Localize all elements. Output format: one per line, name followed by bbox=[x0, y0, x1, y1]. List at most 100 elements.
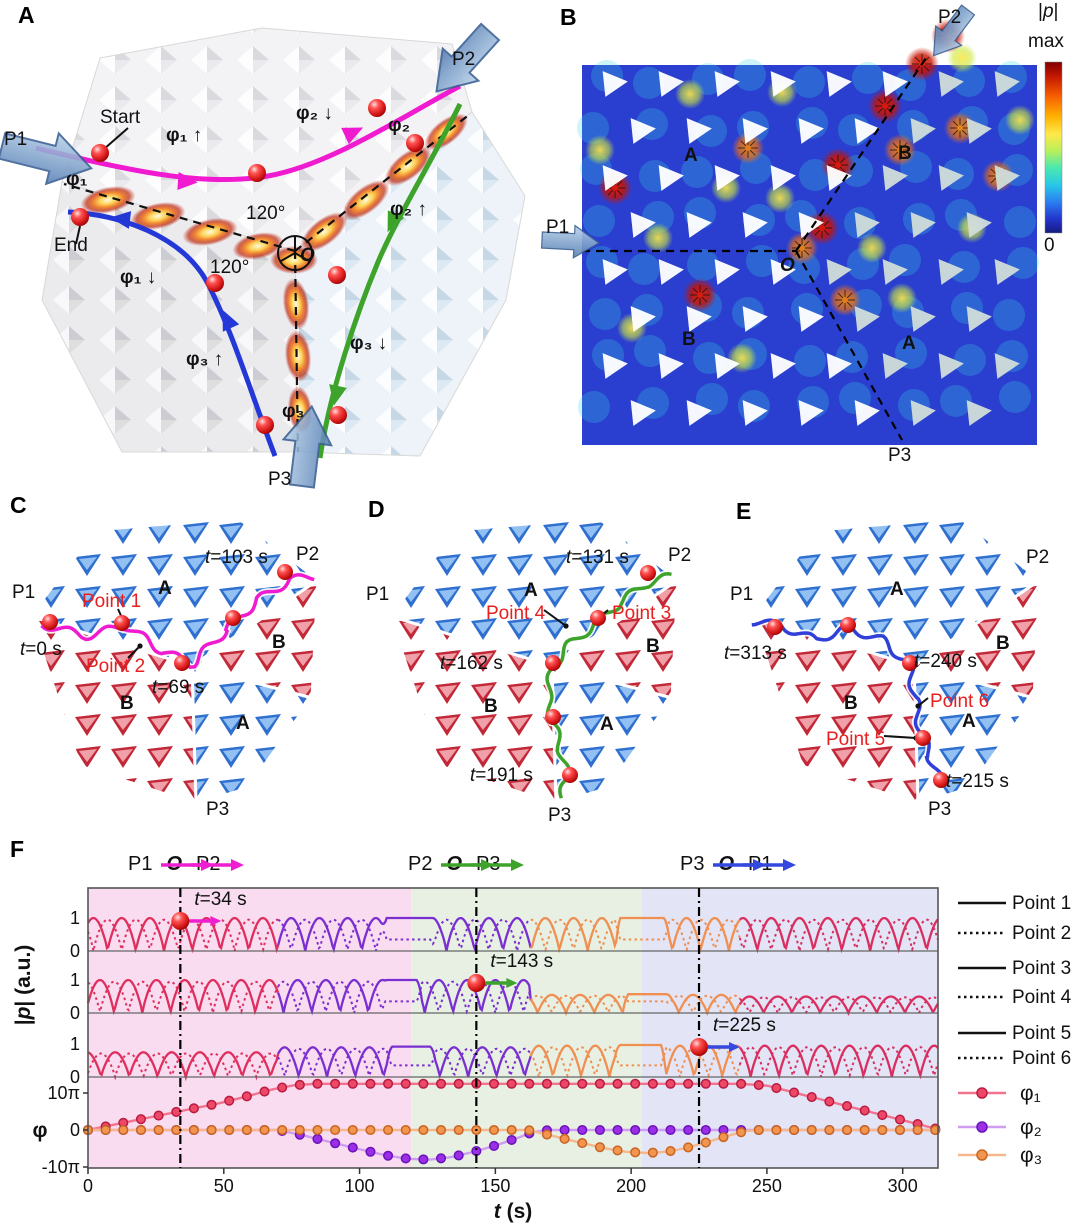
time-label: t=0 s bbox=[20, 639, 62, 660]
phi1-down-label: φ₁ ↓ bbox=[120, 267, 157, 288]
port-label-p3: P3 bbox=[206, 799, 230, 820]
legend-phase-label: φ₂ bbox=[1020, 1116, 1042, 1139]
event-annotation: t=143 s bbox=[490, 951, 553, 972]
port-label-p2: P2 bbox=[938, 7, 962, 28]
panel-b-letter: B bbox=[560, 4, 577, 30]
phi3-up-label: φ₃ ↑ bbox=[186, 349, 224, 370]
region-a-label: A bbox=[962, 711, 976, 732]
panel-a-illustration bbox=[0, 22, 526, 489]
origin-label: O bbox=[780, 255, 795, 276]
region-a-label: A bbox=[902, 333, 916, 354]
junction-symbol bbox=[277, 235, 313, 271]
port-label-p1: P1 bbox=[730, 584, 754, 605]
time-label: t=191 s bbox=[470, 765, 533, 786]
y-tick-label: 1 bbox=[70, 1034, 80, 1054]
phase-axis-label: φ bbox=[32, 1119, 47, 1142]
angle-label-lower: 120° bbox=[210, 257, 250, 278]
path-p3p1-arrowhead bbox=[110, 211, 132, 229]
point1-label: Point 1 bbox=[82, 591, 142, 612]
region-a-label: A bbox=[600, 714, 614, 735]
port-label-p3: P3 bbox=[548, 805, 572, 826]
legend-point-label: Point 4 bbox=[1012, 987, 1072, 1008]
start-pointer-line bbox=[103, 127, 129, 150]
panel-e-letter: E bbox=[736, 498, 752, 524]
phase-tick-label: -10π bbox=[42, 1157, 80, 1177]
region-b-label: B bbox=[120, 693, 134, 714]
input-arrow-p2 bbox=[932, 4, 976, 57]
start-label: Start bbox=[100, 107, 141, 128]
port-label-p1: P1 bbox=[546, 217, 570, 238]
route-from: P2 bbox=[408, 853, 433, 875]
x-axis-label: t (s) bbox=[494, 1200, 533, 1223]
path-p1p2-arrowhead bbox=[341, 127, 364, 145]
port-label-p1: P1 bbox=[366, 584, 390, 605]
path-p2p3-arrowhead bbox=[329, 384, 347, 406]
point3-label: Point 3 bbox=[612, 603, 672, 624]
x-tick-label: 50 bbox=[214, 1176, 234, 1196]
input-arrow-p2 bbox=[435, 22, 501, 93]
port-label-p3: P3 bbox=[268, 469, 292, 490]
region-a-label: A bbox=[890, 579, 904, 600]
panel-a-letter: A bbox=[18, 2, 35, 28]
path-p1p2-arrowhead bbox=[177, 172, 198, 190]
route-legend-p3-o-p1: P3 O P1 bbox=[680, 853, 797, 876]
panel-b-simulation bbox=[540, 4, 1063, 445]
legend-point-label: Point 1 bbox=[1012, 893, 1071, 914]
point5-label: Point 5 bbox=[826, 729, 886, 750]
input-arrow-p1 bbox=[540, 224, 601, 259]
angle-label-upper: 120° bbox=[246, 203, 286, 224]
port-label-p1: P1 bbox=[4, 129, 28, 150]
colorbar bbox=[1044, 61, 1063, 234]
phase-tick-label: 0 bbox=[70, 1120, 80, 1140]
legend-point-label: Point 5 bbox=[1012, 1023, 1071, 1044]
y-tick-label: 0 bbox=[70, 1067, 80, 1087]
x-tick-label: 150 bbox=[480, 1176, 510, 1196]
origin-label: O bbox=[300, 245, 315, 266]
x-tick-label: 300 bbox=[888, 1176, 918, 1196]
port-label-p2: P2 bbox=[296, 544, 320, 565]
field-decorations bbox=[577, 19, 1039, 426]
legend-point-label: Point 6 bbox=[1012, 1048, 1071, 1069]
time-label: t=103 s bbox=[205, 547, 268, 568]
x-tick-label: 200 bbox=[616, 1176, 646, 1196]
point2-label: Point 2 bbox=[86, 656, 146, 677]
port-label-p3: P3 bbox=[928, 799, 952, 820]
region-b-label: B bbox=[646, 636, 660, 657]
phi3-arrow-label: φ₃ bbox=[282, 401, 305, 422]
end-label: End bbox=[54, 235, 88, 256]
region-b-label: B bbox=[272, 632, 286, 653]
port-label-p3: P3 bbox=[888, 445, 912, 466]
x-tick-label: 100 bbox=[345, 1176, 375, 1196]
colorbar-min-label: 0 bbox=[1044, 235, 1055, 256]
input-arrow-p1 bbox=[0, 131, 94, 186]
region-b-label: B bbox=[682, 329, 696, 350]
legend-phase-label: φ₁ bbox=[1020, 1082, 1041, 1105]
panel-c-letter: C bbox=[10, 492, 27, 518]
port-label-p1: P1 bbox=[12, 582, 36, 603]
time-label: t=215 s bbox=[946, 771, 1009, 792]
route-legend-p1-o-p2: P1 O P2 bbox=[128, 853, 245, 876]
domain-wall-glow bbox=[80, 113, 468, 434]
phi2-up-label: φ₂ ↑ bbox=[390, 199, 427, 220]
x-tick-label: 0 bbox=[83, 1176, 93, 1196]
region-a-label: A bbox=[158, 578, 172, 599]
panels-cde-lattices bbox=[27, 516, 1043, 807]
time-label: t=162 s bbox=[440, 653, 503, 674]
region-b-label: B bbox=[996, 633, 1010, 654]
region-b-label: B bbox=[844, 693, 858, 714]
point4-label: Point 4 bbox=[486, 603, 546, 624]
legend-point-label: Point 3 bbox=[1012, 958, 1071, 979]
panel-f-letter: F bbox=[10, 836, 25, 862]
phi2-arrow-label: φ₂ bbox=[388, 115, 411, 136]
y-tick-label: 1 bbox=[70, 908, 80, 928]
point6-label: Point 6 bbox=[930, 691, 990, 712]
time-label: t=131 s bbox=[566, 547, 629, 568]
phi1-up-label: φ₁ ↑ bbox=[166, 125, 203, 146]
legend-point-label: Point 2 bbox=[1012, 923, 1071, 944]
region-a-label: A bbox=[684, 145, 698, 166]
path-p2p3-arrowhead bbox=[387, 210, 405, 233]
event-annotation: t=225 s bbox=[713, 1015, 776, 1036]
phi3-down-label: φ₃ ↓ bbox=[350, 333, 388, 354]
time-label: t=313 s bbox=[724, 643, 787, 664]
